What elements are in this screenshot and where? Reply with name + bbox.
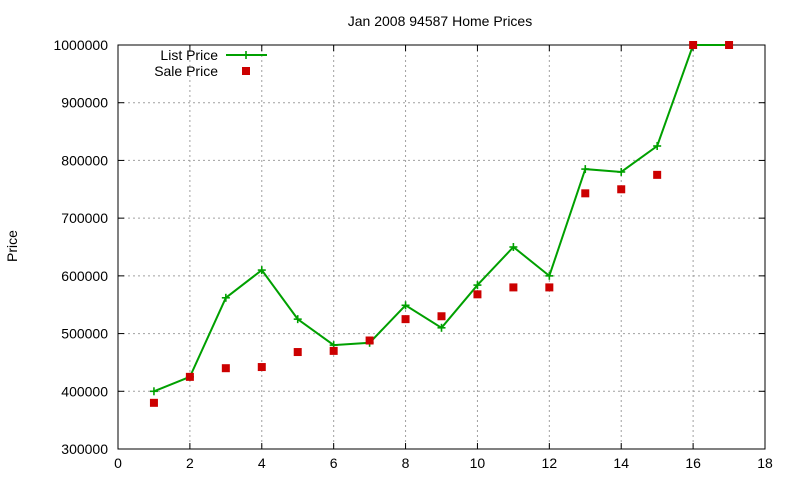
list-price-point <box>617 167 626 176</box>
list-price-point <box>473 281 482 290</box>
legend-label: Sale Price <box>154 63 218 79</box>
legend-swatch-marker <box>242 67 250 75</box>
sale-price-point <box>473 290 482 299</box>
sale-price-point <box>725 41 734 49</box>
y-tick-label: 900000 <box>61 95 108 111</box>
list-price-point <box>581 165 590 174</box>
list-price-point <box>509 243 518 251</box>
y-tick-label: 400000 <box>61 383 108 399</box>
sale-price-point <box>221 364 230 373</box>
sale-price-point <box>437 312 446 321</box>
sale-price-point <box>401 315 410 324</box>
y-tick-label: 300000 <box>61 441 108 457</box>
y-tick-label: 500000 <box>61 326 108 342</box>
grid-layer <box>118 45 765 449</box>
list-price-point <box>653 142 662 150</box>
legend-swatch-marker <box>242 51 250 59</box>
chart-title: Jan 2008 94587 Home Prices <box>348 13 532 29</box>
ticks-layer: 0 2 4 6 8 10 12 14 16 18 300000 400000 500000 600000 7… <box>53 37 773 471</box>
y-tick-label: 800000 <box>61 152 108 168</box>
y-tick-label: 600000 <box>61 268 108 284</box>
list-price-point <box>257 266 266 275</box>
sale-price-point <box>257 363 266 372</box>
x-tick-label: 10 <box>470 455 486 471</box>
sale-price-point <box>653 170 662 179</box>
legend-label: List Price <box>160 47 218 63</box>
y-tick-label: 700000 <box>61 210 108 226</box>
list-price-point <box>437 323 446 332</box>
x-tick-label: 18 <box>757 455 773 471</box>
sale-price-point <box>617 185 626 194</box>
x-tick-label: 0 <box>114 455 122 471</box>
sale-price-point <box>149 398 158 407</box>
series-layer <box>149 41 734 407</box>
list-price-point <box>293 315 302 324</box>
x-tick-label: 2 <box>186 455 194 471</box>
plot-frame <box>117 44 766 450</box>
x-tick-label: 6 <box>330 455 338 471</box>
list-price-point <box>545 271 554 280</box>
sale-price-point <box>689 41 698 49</box>
x-tick-label: 12 <box>542 455 558 471</box>
y-tick-label: 1000000 <box>53 37 108 53</box>
x-tick-label: 8 <box>402 455 410 471</box>
sale-price-point <box>185 372 194 381</box>
sale-price-point <box>509 283 518 292</box>
x-tick-label: 4 <box>258 455 266 471</box>
sale-price-point <box>329 346 338 355</box>
sale-price-point <box>581 189 590 198</box>
x-tick-label: 16 <box>685 455 701 471</box>
list-price-point <box>221 293 230 302</box>
y-axis-label: Price <box>4 230 20 262</box>
list-price-line <box>153 44 730 393</box>
sale-price-point <box>545 283 554 292</box>
sale-price-point <box>293 348 302 357</box>
list-price-point <box>149 387 158 396</box>
x-tick-label: 14 <box>613 455 629 471</box>
sale-price-point <box>365 336 374 345</box>
list-price-point <box>401 301 410 310</box>
